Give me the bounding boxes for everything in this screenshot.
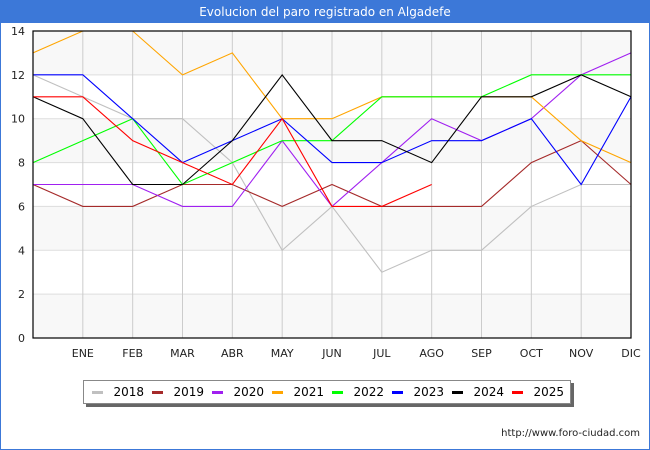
x-tick-label: AGO xyxy=(419,347,444,360)
y-tick-label: 8 xyxy=(18,157,25,170)
y-tick-label: 10 xyxy=(11,113,25,126)
x-tick-label: OCT xyxy=(520,347,543,360)
x-tick-label: DIC xyxy=(621,347,641,360)
y-tick-label: 12 xyxy=(11,69,25,82)
legend-swatch xyxy=(332,390,344,394)
legend-label: 2025 xyxy=(533,385,564,399)
legend-item-2022: 2022 xyxy=(329,385,384,399)
legend-item-2025: 2025 xyxy=(509,385,564,399)
legend-swatch xyxy=(392,390,404,394)
x-tick-label: JUL xyxy=(372,347,391,360)
legend-swatch xyxy=(92,390,104,394)
legend-label: 2022 xyxy=(353,385,384,399)
legend-label: 2021 xyxy=(293,385,324,399)
legend: 2018 2019 2020 2021 2022 2023 2024 2025 xyxy=(83,380,571,404)
x-tick-label: ABR xyxy=(221,347,244,360)
legend-label: 2018 xyxy=(113,385,144,399)
legend-swatch xyxy=(512,390,524,394)
legend-swatch xyxy=(152,390,164,394)
y-tick-label: 4 xyxy=(18,244,25,257)
x-tick-label: MAY xyxy=(271,347,294,360)
legend-item-2019: 2019 xyxy=(149,385,204,399)
chart-title: Evolucion del paro registrado en Algadef… xyxy=(1,1,649,23)
y-tick-label: 14 xyxy=(11,25,25,38)
legend-swatch xyxy=(272,390,284,394)
legend-item-2024: 2024 xyxy=(449,385,504,399)
legend-item-2021: 2021 xyxy=(269,385,324,399)
series-line-2025 xyxy=(33,96,432,207)
plot-border xyxy=(32,30,632,339)
y-tick-label: 6 xyxy=(18,200,25,213)
x-tick-label: SEP xyxy=(471,347,492,360)
series-line-2023 xyxy=(33,74,632,186)
legend-label: 2020 xyxy=(233,385,264,399)
legend-item-2018: 2018 xyxy=(89,385,144,399)
x-tick-label: ENE xyxy=(72,347,94,360)
x-tick-label: MAR xyxy=(170,347,195,360)
legend-label: 2023 xyxy=(413,385,444,399)
x-tick-label: FEB xyxy=(122,347,143,360)
series-line-2024 xyxy=(32,73,632,186)
x-tick-label: JUN xyxy=(321,347,342,360)
y-tick-label: 2 xyxy=(18,288,25,301)
source-url: http://www.foro-ciudad.com xyxy=(501,428,640,439)
x-tick-label: NOV xyxy=(569,347,594,360)
legend-label: 2024 xyxy=(473,385,504,399)
legend-swatch xyxy=(452,390,464,394)
y-tick-label: 0 xyxy=(18,332,25,345)
legend-swatch xyxy=(212,390,224,394)
legend-item-2020: 2020 xyxy=(209,385,264,399)
series-line-2019 xyxy=(32,139,632,208)
legend-item-2023: 2023 xyxy=(389,385,444,399)
legend-label: 2019 xyxy=(173,385,204,399)
